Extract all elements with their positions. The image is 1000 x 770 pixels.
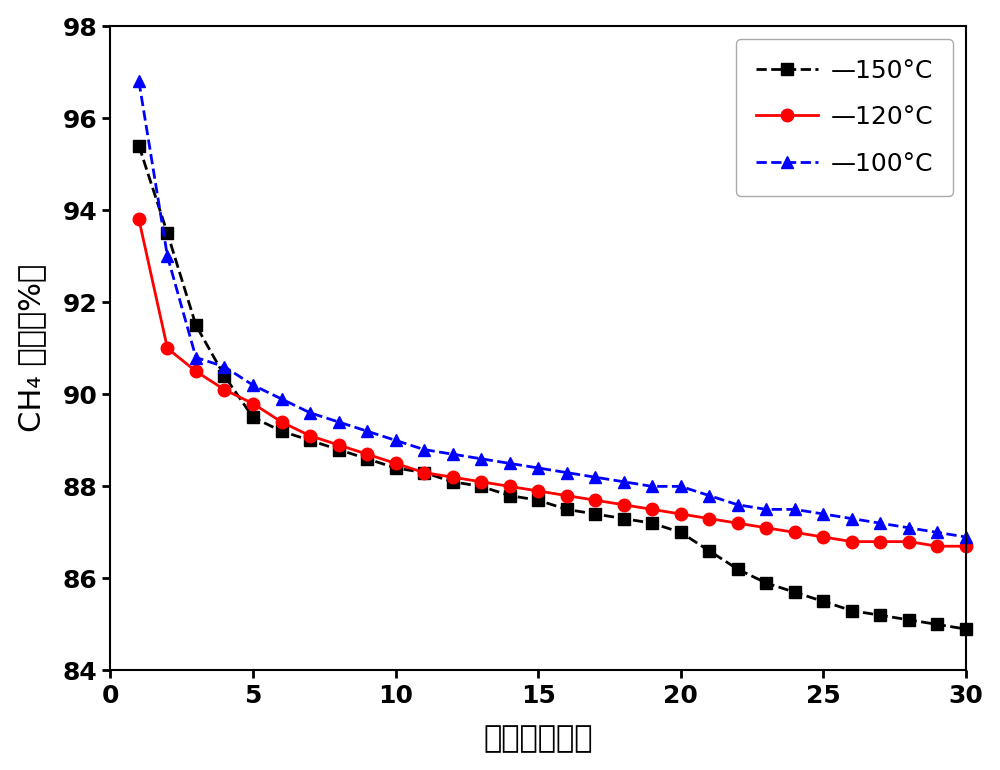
Legend: —150°C, —120°C, —100°C: —150°C, —120°C, —100°C [736, 38, 953, 196]
X-axis label: 时间（小时）: 时间（小时） [483, 725, 593, 753]
Y-axis label: CH₄ 转化（%）: CH₄ 转化（%） [17, 264, 46, 433]
